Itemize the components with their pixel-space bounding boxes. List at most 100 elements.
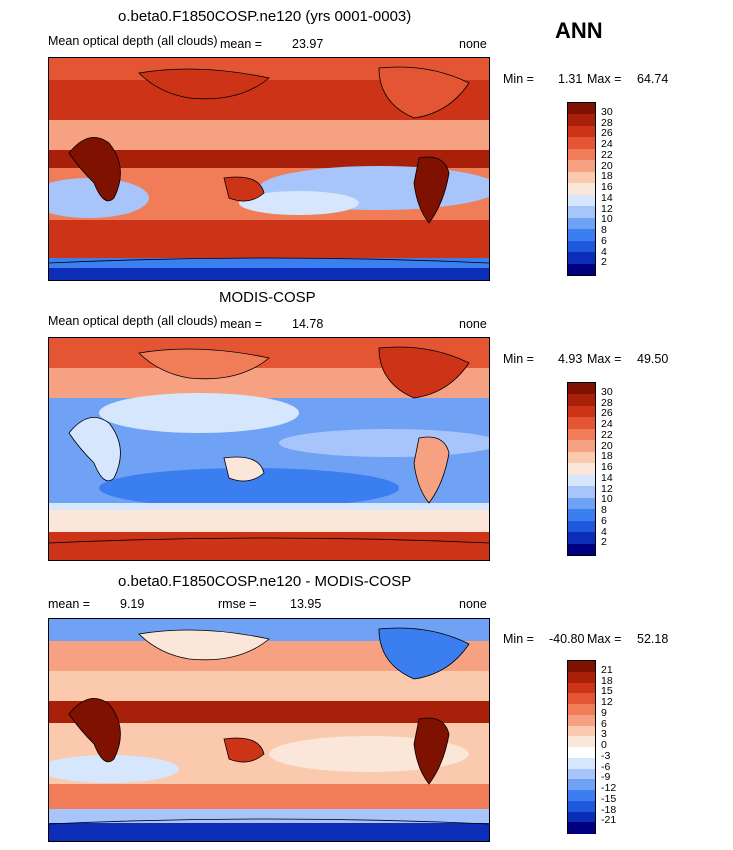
colorbar-tick-label: 22 [601, 428, 613, 441]
colorbar-cell [568, 811, 595, 823]
colorbar-cell [568, 520, 595, 533]
panel2-map [48, 337, 490, 561]
colorbar-tick-label: 21 [601, 663, 613, 676]
colorbar-tick-label: -9 [601, 771, 611, 784]
colorbar-cell [568, 704, 595, 716]
colorbar-cell [568, 682, 595, 694]
colorbar-cell [568, 747, 595, 759]
colorbar-tick-label: 4 [601, 525, 607, 538]
panel2-min-value: 4.93 [558, 352, 583, 366]
colorbar-cell [568, 486, 595, 499]
panel1-min-label: Min = [503, 72, 534, 86]
panel1-max-label: Max = [587, 72, 622, 86]
colorbar-tick-label: 12 [601, 202, 613, 215]
panel3-max-value: 52.18 [637, 632, 669, 646]
panel1-colorbar [567, 102, 596, 276]
colorbar-cell [568, 217, 595, 230]
colorbar-cell [568, 661, 595, 673]
colorbar-tick-label: -21 [601, 814, 617, 827]
colorbar-tick-label: 26 [601, 127, 613, 140]
colorbar-tick-label: 24 [601, 138, 613, 150]
colorbar-tick-label: 10 [601, 493, 613, 506]
panel3-max-label: Max = [587, 632, 622, 646]
colorbar-tick-label: 18 [601, 170, 613, 183]
colorbar-tick-label: 28 [601, 396, 613, 409]
panel2-max-value: 49.50 [637, 352, 669, 366]
panel3-map [48, 618, 490, 842]
colorbar-cell [568, 405, 595, 418]
colorbar-cell [568, 693, 595, 705]
colorbar-cell [568, 148, 595, 161]
colorbar-cell [568, 463, 595, 476]
colorbar-cell [568, 736, 595, 748]
colorbar-cell [568, 428, 595, 441]
colorbar-tick-label: 0 [601, 739, 607, 751]
colorbar-tick-label: 28 [601, 116, 613, 129]
colorbar-tick-label: 15 [601, 685, 613, 698]
season-label: ANN [555, 18, 603, 43]
colorbar-cell [568, 183, 595, 196]
colorbar-cell [568, 509, 595, 522]
colorbar-cell [568, 206, 595, 219]
panel3-mean-label: mean = [48, 597, 91, 611]
panel3-colorbar [567, 660, 596, 834]
panel2-title: MODIS-COSP [219, 289, 316, 306]
panel2-max-label: Max = [587, 352, 622, 366]
colorbar-tick-label: 6 [601, 234, 607, 247]
colorbar-cell [568, 229, 595, 242]
colorbar-cell [568, 114, 595, 127]
colorbar-tick-label: 30 [601, 385, 613, 398]
colorbar-tick-label: 30 [601, 105, 613, 118]
colorbar-tick-label: 20 [601, 439, 613, 452]
colorbar-tick-label: 20 [601, 159, 613, 172]
colorbar-tick-label: 2 [601, 256, 607, 269]
colorbar-tick-label: 18 [601, 450, 613, 463]
colorbar-cell [568, 543, 595, 556]
colorbar-tick-label: 16 [601, 181, 613, 193]
colorbar-cell [568, 474, 595, 487]
colorbar-tick-label: 2 [601, 536, 607, 549]
colorbar-tick-label: 12 [601, 696, 613, 708]
colorbar-tick-label: 10 [601, 213, 613, 226]
colorbar-tick-label: 9 [601, 706, 607, 719]
colorbar-tick-label: 18 [601, 674, 613, 687]
colorbar-cell [568, 822, 595, 834]
colorbar-cell [568, 252, 595, 265]
colorbar-cell [568, 137, 595, 150]
colorbar-tick-label: 12 [601, 482, 613, 495]
colorbar-cell [568, 440, 595, 453]
colorbar-cell [568, 671, 595, 683]
panel2-mean-value: 14.78 [292, 317, 324, 331]
panel1-map [48, 57, 490, 281]
panel3-rmse-label: rmse = [218, 597, 257, 611]
colorbar-tick-label: 16 [601, 461, 613, 473]
panel3-min-value: -40.80 [549, 632, 585, 646]
colorbar-cell [568, 171, 595, 184]
panel3-min-label: Min = [503, 632, 534, 646]
colorbar-tick-label: -3 [601, 749, 611, 762]
colorbar-cell [568, 725, 595, 737]
panel2-mask: none [459, 317, 487, 331]
colorbar-cell [568, 714, 595, 726]
colorbar-tick-label: 4 [601, 245, 607, 258]
panel1-max-value: 64.74 [637, 72, 669, 86]
colorbar-cell [568, 383, 595, 395]
colorbar-tick-label: 24 [601, 418, 613, 430]
colorbar-tick-label: 6 [601, 717, 607, 730]
panel2-min-label: Min = [503, 352, 534, 366]
colorbar-cell [568, 532, 595, 545]
panel1-mean-value: 23.97 [292, 37, 324, 51]
panel3-title: o.beta0.F1850COSP.ne120 - MODIS-COSP [118, 573, 412, 590]
colorbar-cell [568, 263, 595, 276]
colorbar-tick-label: -18 [601, 803, 617, 816]
colorbar-cell [568, 768, 595, 780]
colorbar-cell [568, 451, 595, 464]
colorbar-cell [568, 497, 595, 510]
colorbar-tick-label: 26 [601, 407, 613, 420]
colorbar-tick-label: 22 [601, 148, 613, 161]
panel1-mean-label: mean = [220, 37, 263, 51]
colorbar-tick-label: 14 [601, 191, 613, 204]
colorbar-tick-label: -15 [601, 792, 617, 805]
panel1-title: o.beta0.F1850COSP.ne120 (yrs 0001-0003) [118, 8, 412, 25]
colorbar-cell [568, 103, 595, 115]
